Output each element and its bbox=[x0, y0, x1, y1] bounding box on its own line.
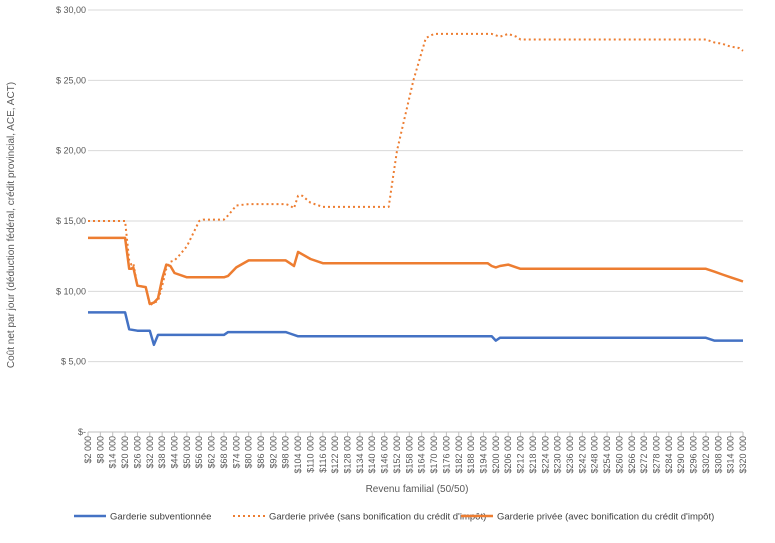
x-tick-label: $26 000 bbox=[132, 436, 142, 469]
x-tick-label: $278 000 bbox=[651, 436, 661, 474]
x-tick-label: $158 000 bbox=[404, 436, 414, 474]
x-tick-label: $308 000 bbox=[713, 436, 723, 474]
series-line-2 bbox=[88, 32, 744, 307]
x-tick-label: $104 000 bbox=[293, 436, 303, 474]
x-tick-label: $44 000 bbox=[170, 436, 180, 469]
x-tick-label: $314 000 bbox=[726, 436, 736, 474]
x-tick-label: $110 000 bbox=[305, 436, 315, 473]
x-tick-label: $152 000 bbox=[392, 436, 402, 474]
y-tick-label: $ 30,00 bbox=[56, 5, 86, 15]
x-tick-label: $128 000 bbox=[343, 436, 353, 474]
x-tick-label: $68 000 bbox=[219, 436, 229, 469]
x-tick-label: $20 000 bbox=[120, 436, 130, 469]
gridlines bbox=[88, 9, 743, 433]
y-tick-label: $ 15,00 bbox=[56, 216, 86, 226]
y-axis-tick-labels: $- $ 5,00 $ 10,00 $ 15,00 $ 20,00 $ 25,00 $ 30… bbox=[56, 5, 86, 437]
x-tick-label: $74 000 bbox=[231, 436, 241, 469]
series-lines bbox=[88, 32, 744, 347]
x-tick-label: $182 000 bbox=[454, 436, 464, 474]
x-tick-label: $212 000 bbox=[516, 436, 526, 474]
y-tick-label: $- bbox=[78, 427, 86, 437]
x-tick-label: $260 000 bbox=[614, 436, 624, 474]
y-axis-title: Coût net par jour (déduction fédéral, cr… bbox=[6, 82, 17, 368]
legend-label-2: Garderie privée (sans bonification du cr… bbox=[269, 512, 486, 523]
legend-label-3: Garderie privée (avec bonification du cr… bbox=[497, 512, 714, 523]
series-line-3 bbox=[88, 236, 744, 306]
x-axis: $2 000 $8 000 $14 000 $20 000 $26 000 $32 000… bbox=[83, 431, 748, 474]
y-tick-label: $ 5,00 bbox=[61, 357, 86, 367]
x-tick-label: $254 000 bbox=[602, 436, 612, 474]
x-tick-label: $98 000 bbox=[281, 436, 291, 469]
x-tick-label: $56 000 bbox=[194, 436, 204, 469]
x-tick-label: $8 000 bbox=[95, 436, 105, 464]
x-tick-label: $164 000 bbox=[417, 436, 427, 474]
x-tick-label: $92 000 bbox=[268, 436, 278, 469]
x-tick-label: $242 000 bbox=[577, 436, 587, 474]
x-tick-label: $296 000 bbox=[689, 436, 699, 474]
x-tick-label: $194 000 bbox=[478, 436, 488, 474]
x-tick-label: $134 000 bbox=[355, 436, 365, 474]
x-tick-label: $248 000 bbox=[590, 436, 600, 474]
x-tick-label: $50 000 bbox=[182, 436, 192, 469]
legend-label-1: Garderie subventionnée bbox=[110, 512, 211, 523]
x-tick-label: $170 000 bbox=[429, 436, 439, 474]
y-tick-label: $ 25,00 bbox=[56, 75, 86, 85]
x-tick-label: $206 000 bbox=[503, 436, 513, 474]
x-tick-label: $224 000 bbox=[540, 436, 550, 474]
x-tick-label: $188 000 bbox=[466, 436, 476, 474]
x-tick-label: $200 000 bbox=[491, 436, 501, 474]
x-axis-title: Revenu familial (50/50) bbox=[366, 484, 469, 495]
x-tick-label: $14 000 bbox=[108, 436, 118, 469]
x-tick-label: $86 000 bbox=[256, 436, 266, 469]
x-tick-label: $236 000 bbox=[565, 436, 575, 474]
x-tick-label: $38 000 bbox=[157, 436, 167, 469]
x-tick-label: $272 000 bbox=[639, 436, 649, 474]
x-tick-label: $176 000 bbox=[441, 436, 451, 474]
x-tick-label: $140 000 bbox=[367, 436, 377, 474]
x-tick-label: $290 000 bbox=[676, 436, 686, 474]
x-tick-label: $320 000 bbox=[738, 436, 748, 474]
legend: Garderie subventionnée Garderie privée (s… bbox=[74, 512, 714, 523]
x-tick-label: $302 000 bbox=[701, 436, 711, 474]
x-tick-label: $122 000 bbox=[330, 436, 340, 474]
x-tick-label: $62 000 bbox=[207, 436, 217, 469]
x-tick-label: $266 000 bbox=[627, 436, 637, 474]
series-line-1 bbox=[88, 311, 743, 347]
y-tick-label: $ 10,00 bbox=[56, 286, 86, 296]
x-tick-label: $116 000 bbox=[318, 436, 328, 473]
x-tick-label: $146 000 bbox=[380, 436, 390, 474]
x-tick-label: $32 000 bbox=[145, 436, 155, 469]
x-tick-label: $284 000 bbox=[664, 436, 674, 474]
x-tick-label: $2 000 bbox=[83, 436, 93, 464]
x-tick-label: $230 000 bbox=[553, 436, 563, 474]
x-tick-label: $218 000 bbox=[528, 436, 538, 474]
x-tick-label: $80 000 bbox=[244, 436, 254, 469]
y-tick-label: $ 20,00 bbox=[56, 146, 86, 156]
